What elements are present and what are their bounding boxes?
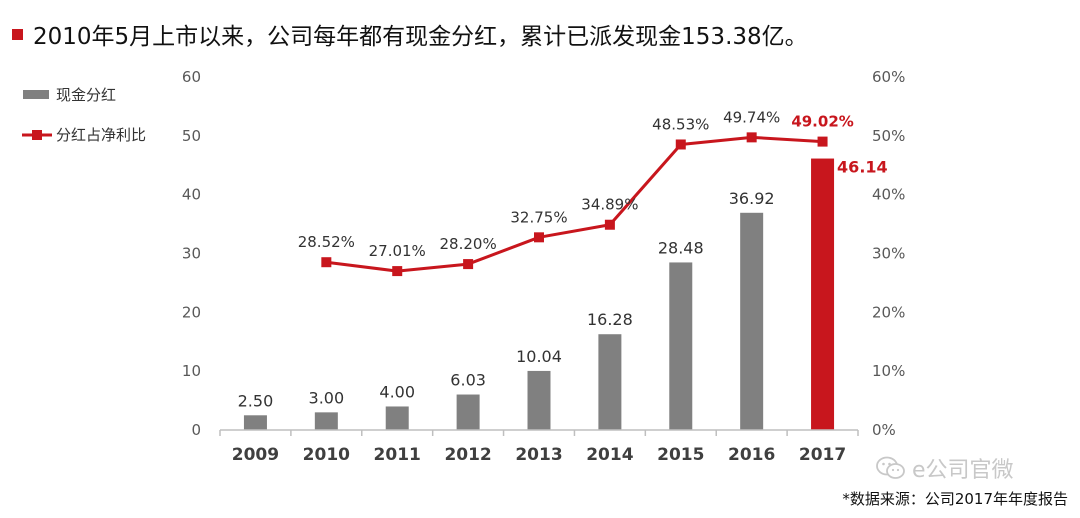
left-tick-label: 40: [182, 186, 201, 204]
right-tick-label: 10%: [872, 362, 905, 380]
left-tick-label: 30: [182, 245, 201, 263]
line-data-label: 49.02%: [791, 113, 853, 131]
watermark: e公司官微: [876, 452, 1014, 484]
line-data-label: 28.52%: [298, 233, 355, 251]
line-data-label: 32.75%: [510, 208, 567, 226]
bar-data-label: 2.50: [238, 391, 274, 410]
bar: [243, 415, 267, 430]
line-data-label: 48.53%: [652, 115, 709, 133]
right-tick-label: 0%: [872, 421, 896, 439]
watermark-text: e公司官微: [912, 458, 1014, 483]
headline-bullet-icon: [12, 28, 23, 40]
x-tick-label: 2010: [303, 445, 350, 465]
left-tick-label: 60: [182, 68, 201, 86]
bar: [669, 262, 693, 430]
bar-data-label: 16.28: [587, 310, 633, 329]
line-marker: [463, 259, 474, 270]
bar: [314, 412, 338, 430]
line-marker: [604, 219, 615, 230]
line-data-label: 27.01%: [369, 242, 426, 260]
x-tick-label: 2012: [444, 445, 491, 465]
right-axis: 0% 10% 20% 30% 40% 50% 60%: [872, 68, 905, 439]
bar-data-label: 36.92: [729, 189, 775, 208]
headline-text: 2010年5月上市以来，公司每年都有现金分红，累计已派发现金153.38亿。: [33, 24, 808, 50]
bar-data-label: 6.03: [450, 371, 486, 390]
line-marker: [817, 136, 828, 147]
bar-data-label: 4.00: [379, 382, 415, 401]
bar-data-label: 28.48: [658, 238, 704, 257]
line-marker: [392, 266, 403, 277]
bar-data-label: 3.00: [309, 388, 345, 407]
x-tick-label: 2009: [232, 445, 279, 465]
source-note: *数据来源：公司2017年年度报告: [842, 490, 1068, 508]
bar: [385, 406, 409, 430]
line-data-label: 34.89%: [581, 196, 638, 214]
bar: [598, 334, 622, 430]
line-path: [326, 135, 823, 273]
line-marker: [534, 232, 544, 243]
legend-line-marker: [32, 130, 42, 140]
line-data-label: 28.20%: [440, 235, 497, 253]
right-tick-label: 20%: [872, 303, 905, 321]
line-marker: [675, 139, 686, 150]
bar: [740, 212, 764, 430]
bar: [527, 370, 551, 430]
x-tick-label: 2013: [515, 445, 562, 465]
x-tick-labels: 2009 2010 2011 2012 2013 2014 2015 2016 2017: [232, 445, 846, 465]
left-axis: 0 10 20 30 40 50 60: [182, 68, 201, 439]
legend-line-label: 分红占净利比: [56, 126, 146, 144]
x-axis: [219, 429, 859, 436]
bar-series: [243, 158, 835, 430]
line-series: [321, 132, 828, 277]
legend-bar-swatch: [23, 90, 49, 99]
x-tick-label: 2016: [728, 445, 775, 465]
bar-data-label: 10.04: [516, 347, 562, 366]
x-tick-label: 2011: [374, 445, 421, 465]
right-tick-label: 50%: [872, 127, 905, 145]
headline: 2010年5月上市以来，公司每年都有现金分红，累计已派发现金153.38亿。: [12, 14, 808, 54]
right-tick-label: 40%: [872, 186, 905, 204]
left-tick-label: 50: [182, 127, 201, 145]
bar-data-labels: 2.50 3.00 4.00 6.03 10.04 16.28 28.48 36.92 46.1…: [238, 158, 888, 411]
x-tick-label: 2014: [586, 445, 633, 465]
wechat-icon: [876, 456, 905, 479]
line-marker: [746, 132, 757, 143]
left-tick-label: 10: [182, 362, 201, 380]
line-data-labels: 28.52% 27.01% 28.20% 32.75% 34.89% 48.53% 49.7…: [298, 108, 854, 260]
x-tick-label: 2015: [657, 445, 704, 465]
left-tick-label: 0: [191, 421, 201, 439]
right-tick-label: 60%: [872, 68, 905, 86]
legend-bar-label: 现金分红: [56, 86, 116, 104]
right-tick-label: 30%: [872, 245, 905, 263]
bar-data-label: 46.14: [837, 158, 888, 177]
bar-highlight: [811, 158, 835, 430]
bar: [456, 394, 480, 430]
left-tick-label: 20: [182, 303, 201, 321]
line-marker: [321, 257, 332, 268]
line-data-label: 49.74%: [723, 108, 780, 126]
x-tick-label: 2017: [799, 445, 846, 465]
